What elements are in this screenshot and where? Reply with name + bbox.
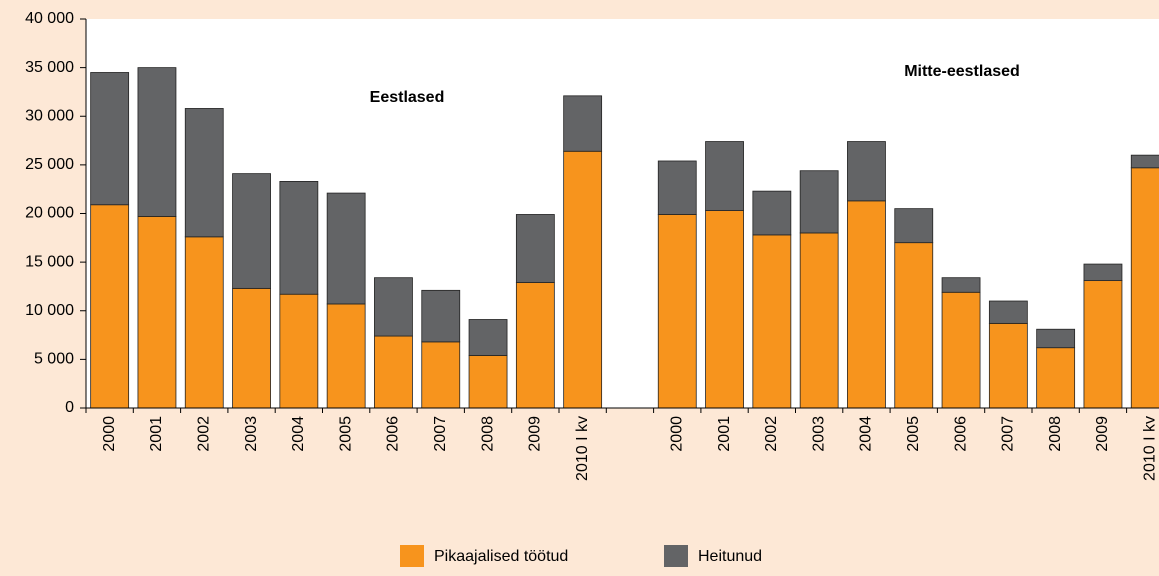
bar-segment <box>752 234 792 409</box>
x-tick-label: 2003 <box>243 416 260 452</box>
y-tick-label: 25 000 <box>25 156 74 173</box>
bar-segment <box>988 300 1028 324</box>
x-tick-label: 2009 <box>527 416 544 452</box>
legend-swatch <box>400 545 424 567</box>
bar-segment <box>1083 263 1123 282</box>
x-tick-label: 2003 <box>810 416 827 452</box>
x-tick-label: 2001 <box>716 416 733 452</box>
bar-segment <box>468 355 508 409</box>
bar-segment <box>374 335 413 409</box>
x-tick-label: 2006 <box>952 416 969 452</box>
bar-segment <box>421 341 461 409</box>
bar-segment <box>326 303 366 409</box>
x-tick-label: 2009 <box>1094 416 1111 452</box>
x-tick-label: 2000 <box>101 416 118 452</box>
bar-segment <box>421 289 461 343</box>
bar-segment <box>137 216 177 409</box>
x-tick-label: 2007 <box>1000 416 1017 452</box>
x-tick-label: 2006 <box>385 416 402 452</box>
bar-segment <box>90 72 130 206</box>
bar-segment <box>847 141 886 202</box>
y-tick-label: 20 000 <box>25 205 74 222</box>
bar-segment <box>279 293 319 409</box>
x-tick-label: 2007 <box>432 416 449 452</box>
x-tick-label: 2005 <box>337 416 354 452</box>
bar-segment <box>894 242 934 409</box>
bar-segment <box>705 210 744 409</box>
x-tick-label: 2010 I kv <box>574 416 591 481</box>
bar-segment <box>799 232 839 409</box>
y-tick-label: 15 000 <box>25 253 74 270</box>
legend-label: Heitunud <box>698 548 762 565</box>
x-tick-label: 2004 <box>858 416 875 452</box>
bar-segment <box>374 277 413 337</box>
x-tick-label: 2001 <box>148 416 165 452</box>
bars <box>90 67 1159 409</box>
bar-segment <box>705 141 744 211</box>
bar-segment <box>752 190 792 236</box>
bar-segment <box>232 173 271 289</box>
bar-segment <box>184 236 224 409</box>
bar-segment <box>941 291 981 409</box>
bar-segment <box>657 214 697 409</box>
y-tick-label: 40 000 <box>25 10 74 27</box>
bar-segment <box>1036 328 1076 349</box>
x-tick-label: 2010 I kv <box>1141 416 1158 481</box>
y-tick-label: 10 000 <box>25 302 74 319</box>
bar-segment <box>515 282 555 409</box>
bar-segment <box>1130 167 1159 409</box>
bar-segment <box>1083 280 1123 409</box>
bar-segment <box>799 170 839 234</box>
y-tick-label: 0 <box>65 399 74 416</box>
x-tick-label: 2008 <box>1047 416 1064 452</box>
bar-segment <box>279 181 319 295</box>
x-tick-label: 2004 <box>290 416 307 452</box>
bar-segment <box>847 200 886 409</box>
bar-segment <box>657 160 697 215</box>
bar-segment <box>137 67 177 217</box>
x-tick-label: 2002 <box>763 416 780 452</box>
bar-segment <box>90 204 130 409</box>
legend-label: Pikaajalised töötud <box>434 548 568 565</box>
annotation: Eestlased <box>370 89 445 106</box>
bar-segment <box>326 192 366 305</box>
bar-segment <box>1130 154 1159 169</box>
bar-segment <box>515 214 555 283</box>
bar-segment <box>563 95 603 152</box>
y-tick-label: 30 000 <box>25 107 74 124</box>
bar-segment <box>894 208 934 244</box>
y-tick-label: 35 000 <box>25 59 74 76</box>
x-tick-label: 2008 <box>479 416 496 452</box>
x-tick-label: 2000 <box>668 416 685 452</box>
bar-segment <box>563 150 603 409</box>
legend-swatch <box>664 545 688 567</box>
x-tick-label: 2002 <box>195 416 212 452</box>
bar-segment <box>232 287 271 409</box>
bar-segment <box>468 319 508 356</box>
annotation: Mitte-eestlased <box>904 63 1020 80</box>
bar-segment <box>1036 347 1076 409</box>
y-tick-label: 5 000 <box>34 351 74 368</box>
x-tick-label: 2005 <box>905 416 922 452</box>
bar-segment <box>184 108 224 238</box>
bar-segment <box>988 322 1028 409</box>
bar-segment <box>941 277 981 293</box>
